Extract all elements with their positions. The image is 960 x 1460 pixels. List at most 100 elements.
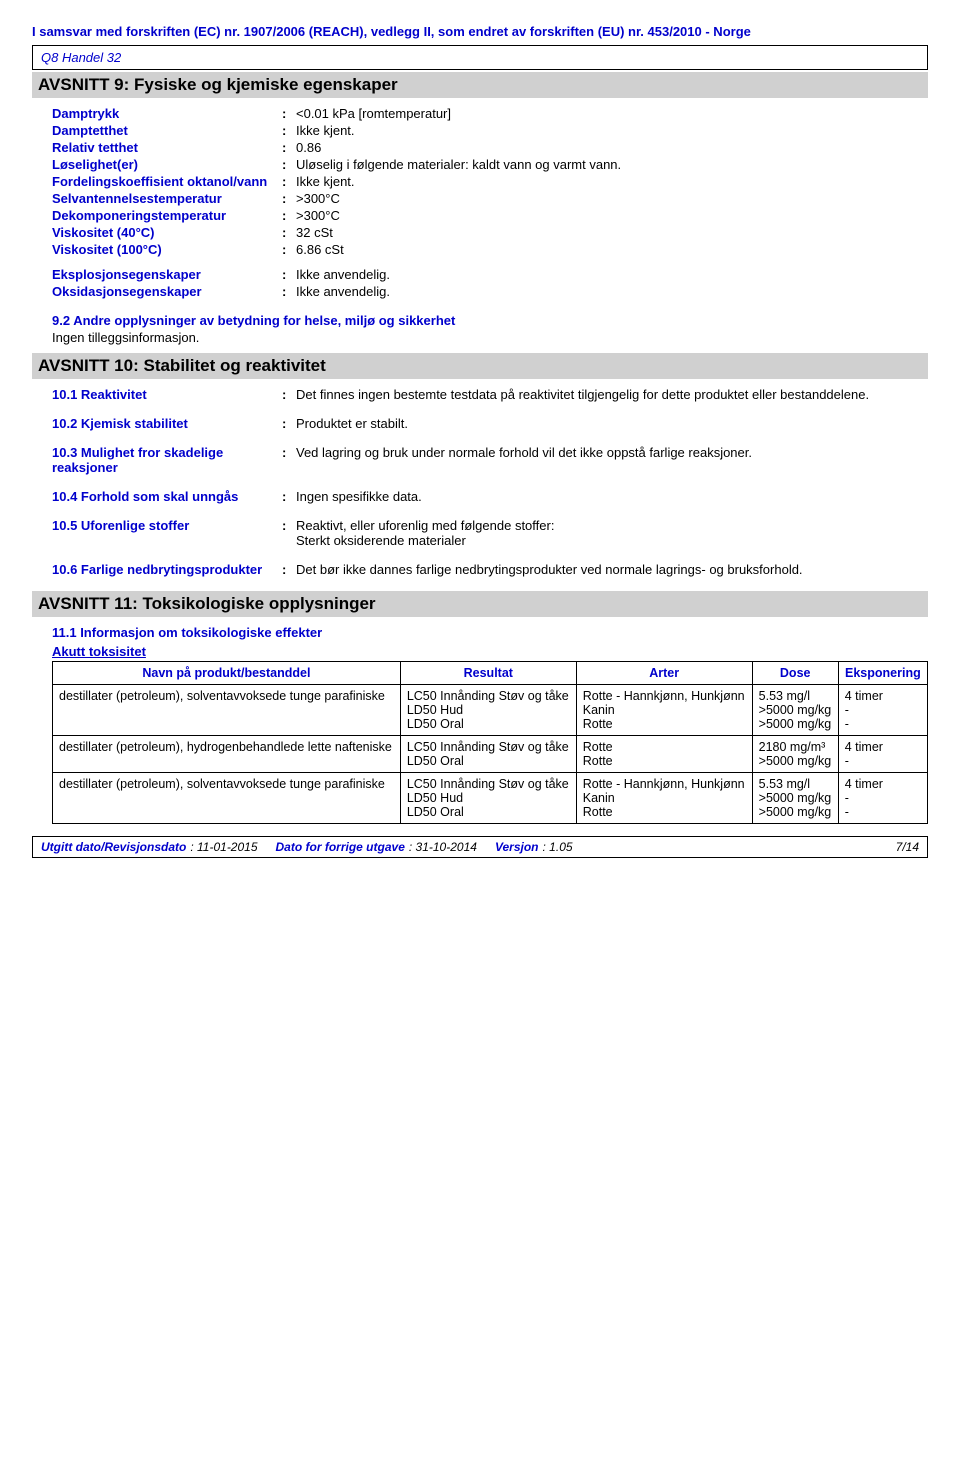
version-label: Versjon — [495, 840, 539, 854]
separator: : — [282, 416, 296, 431]
regulation-header: I samsvar med forskriften (EC) nr. 1907/… — [32, 24, 928, 39]
property-label: Viskositet (100°C) — [52, 242, 282, 257]
table-cell: 5.53 mg/l>5000 mg/kg>5000 mg/kg — [752, 685, 838, 736]
property-label: Damptetthet — [52, 123, 282, 138]
item-label: 10.4 Forhold som skal unngås — [52, 489, 282, 504]
property-label: Selvantennelsestemperatur — [52, 191, 282, 206]
property-label: Løselighet(er) — [52, 157, 282, 172]
property-row: Damptetthet:Ikke kjent. — [32, 123, 928, 138]
page-footer: Utgitt dato/Revisjonsdato : 11-01-2015 D… — [32, 836, 928, 858]
separator: : — [282, 562, 296, 577]
item-value: Ingen spesifikke data. — [296, 489, 928, 504]
table-cell: 4 timer- — [838, 736, 927, 773]
property-row: Eksplosjonsegenskaper:Ikke anvendelig. — [32, 267, 928, 282]
item-value: Reaktivt, eller uforenlig med følgende s… — [296, 518, 928, 548]
property-row: Selvantennelsestemperatur:>300°C — [32, 191, 928, 206]
section-9-2-body: Ingen tilleggsinformasjon. — [32, 330, 928, 345]
item-label: 10.3 Mulighet fror skadelige reaksjoner — [52, 445, 282, 475]
table-cell: destillater (petroleum), solventavvoksed… — [53, 685, 401, 736]
table-header-row: Navn på produkt/bestanddelResultatArterD… — [53, 662, 928, 685]
section-10-item: 10.5 Uforenlige stoffer:Reaktivt, eller … — [32, 518, 928, 548]
item-value: Produktet er stabilt. — [296, 416, 928, 431]
property-value: <0.01 kPa [romtemperatur] — [296, 106, 928, 121]
section-9-title: AVSNITT 9: Fysiske og kjemiske egenskape… — [32, 72, 928, 98]
property-value: 0.86 — [296, 140, 928, 155]
issued-date-label: Utgitt dato/Revisjonsdato — [41, 840, 186, 854]
section-10-item: 10.2 Kjemisk stabilitet:Produktet er sta… — [32, 416, 928, 431]
product-name-box: Q8 Handel 32 — [32, 45, 928, 70]
property-value: Ikke anvendelig. — [296, 284, 928, 299]
table-cell: 4 timer-- — [838, 685, 927, 736]
property-label: Dekomponeringstemperatur — [52, 208, 282, 223]
prev-date-label: Dato for forrige utgave — [276, 840, 405, 854]
separator: : — [282, 123, 296, 138]
separator: : — [282, 284, 296, 299]
section-10-items: 10.1 Reaktivitet:Det finnes ingen bestem… — [32, 387, 928, 577]
section-10-item: 10.3 Mulighet fror skadelige reaksjoner:… — [32, 445, 928, 475]
item-label: 10.2 Kjemisk stabilitet — [52, 416, 282, 431]
table-cell: Rotte - Hannkjønn, HunkjønnKaninRotte — [576, 773, 752, 824]
property-label: Fordelingskoeffisient oktanol/vann — [52, 174, 282, 189]
property-row: Dekomponeringstemperatur:>300°C — [32, 208, 928, 223]
section-10-item: 10.6 Farlige nedbrytingsprodukter:Det bø… — [32, 562, 928, 577]
property-row: Fordelingskoeffisient oktanol/vann:Ikke … — [32, 174, 928, 189]
acute-toxicity-title: Akutt toksisitet — [32, 644, 928, 659]
property-row: Relativ tetthet:0.86 — [32, 140, 928, 155]
table-cell: Rotte - Hannkjønn, HunkjønnKaninRotte — [576, 685, 752, 736]
item-value: Ved lagring og bruk under normale forhol… — [296, 445, 928, 475]
property-value: 32 cSt — [296, 225, 928, 240]
property-row: Oksidasjonsegenskaper:Ikke anvendelig. — [32, 284, 928, 299]
toxicity-table: Navn på produkt/bestanddelResultatArterD… — [52, 661, 928, 824]
separator: : — [282, 242, 296, 257]
property-value: 6.86 cSt — [296, 242, 928, 257]
separator: : — [282, 140, 296, 155]
property-row: Løselighet(er):Uløselig i følgende mater… — [32, 157, 928, 172]
prev-date-value: : 31-10-2014 — [409, 840, 477, 854]
table-row: destillater (petroleum), solventavvoksed… — [53, 773, 928, 824]
item-value: Det finnes ingen bestemte testdata på re… — [296, 387, 928, 402]
separator: : — [282, 518, 296, 548]
table-cell: RotteRotte — [576, 736, 752, 773]
table-cell: 5.53 mg/l>5000 mg/kg>5000 mg/kg — [752, 773, 838, 824]
section-9-properties: Damptrykk:<0.01 kPa [romtemperatur]Dampt… — [32, 106, 928, 299]
page-number: 7/14 — [896, 840, 919, 854]
property-label: Viskositet (40°C) — [52, 225, 282, 240]
separator: : — [282, 225, 296, 240]
table-cell: destillater (petroleum), hydrogenbehandl… — [53, 736, 401, 773]
property-row: Viskositet (100°C):6.86 cSt — [32, 242, 928, 257]
property-row: Viskositet (40°C):32 cSt — [32, 225, 928, 240]
separator: : — [282, 445, 296, 475]
item-label: 10.1 Reaktivitet — [52, 387, 282, 402]
property-value: Ikke anvendelig. — [296, 267, 928, 282]
table-cell: LC50 Innånding Støv og tåkeLD50 HudLD50 … — [400, 685, 576, 736]
property-value: Ikke kjent. — [296, 174, 928, 189]
separator: : — [282, 208, 296, 223]
separator: : — [282, 267, 296, 282]
property-value: Uløselig i følgende materialer: kaldt va… — [296, 157, 928, 172]
column-header: Arter — [576, 662, 752, 685]
item-label: 10.5 Uforenlige stoffer — [52, 518, 282, 548]
section-11-1-title: 11.1 Informasjon om toksikologiske effek… — [32, 625, 928, 640]
property-value: Ikke kjent. — [296, 123, 928, 138]
column-header: Eksponering — [838, 662, 927, 685]
table-row: destillater (petroleum), hydrogenbehandl… — [53, 736, 928, 773]
separator: : — [282, 157, 296, 172]
version-value: : 1.05 — [543, 840, 573, 854]
property-row: Damptrykk:<0.01 kPa [romtemperatur] — [32, 106, 928, 121]
section-10-item: 10.4 Forhold som skal unngås:Ingen spesi… — [32, 489, 928, 504]
property-label: Damptrykk — [52, 106, 282, 121]
property-label: Relativ tetthet — [52, 140, 282, 155]
table-row: destillater (petroleum), solventavvoksed… — [53, 685, 928, 736]
table-cell: 2180 mg/m³>5000 mg/kg — [752, 736, 838, 773]
property-value: >300°C — [296, 208, 928, 223]
section-9-2-title: 9.2 Andre opplysninger av betydning for … — [32, 313, 928, 328]
property-label: Oksidasjonsegenskaper — [52, 284, 282, 299]
separator: : — [282, 174, 296, 189]
section-10-item: 10.1 Reaktivitet:Det finnes ingen bestem… — [32, 387, 928, 402]
separator: : — [282, 106, 296, 121]
property-value: >300°C — [296, 191, 928, 206]
section-10-title: AVSNITT 10: Stabilitet og reaktivitet — [32, 353, 928, 379]
separator: : — [282, 489, 296, 504]
table-cell: 4 timer-- — [838, 773, 927, 824]
column-header: Resultat — [400, 662, 576, 685]
